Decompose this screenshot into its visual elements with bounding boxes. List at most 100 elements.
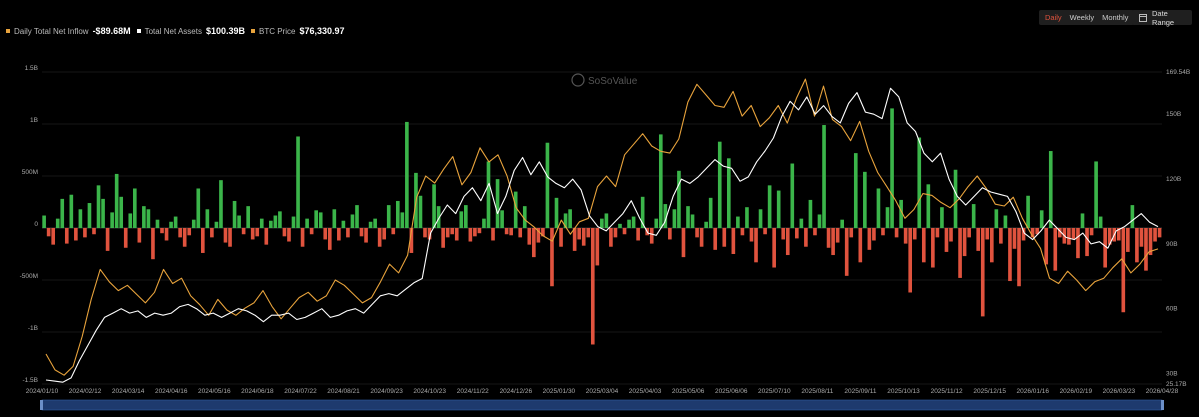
inflow-bar <box>228 228 232 247</box>
x-tick-label: 2024/09/23 <box>370 388 403 395</box>
inflow-bar <box>940 207 944 228</box>
x-tick-label: 2025/09/11 <box>844 388 876 395</box>
inflow-bar <box>427 228 432 240</box>
date-range-button[interactable]: Date Range <box>1132 9 1192 27</box>
inflow-bar <box>568 209 572 228</box>
inflow-bar <box>146 209 151 228</box>
inflow-bar <box>872 228 876 241</box>
navigator-track <box>41 399 1163 411</box>
inflow-bar <box>640 196 645 228</box>
inflow-bar <box>459 211 464 228</box>
legend-label: BTC Price <box>259 26 296 36</box>
inflow-bar <box>545 142 550 228</box>
inflow-bar <box>677 170 681 228</box>
inflow-bar <box>1089 228 1094 236</box>
range-navigator[interactable] <box>40 399 1164 411</box>
inflow-bar <box>935 228 940 238</box>
total-net-assets-line <box>45 87 1159 383</box>
inflow-bar <box>69 194 74 228</box>
inflow-bar <box>1058 228 1062 238</box>
inflow-bar <box>980 228 985 317</box>
inflow-bar <box>722 228 727 247</box>
inflow-bar <box>391 228 396 235</box>
navigator-handle-left <box>40 400 43 410</box>
inflow-bar <box>758 209 763 228</box>
inflow-bar <box>64 228 69 244</box>
inflow-bar <box>917 137 922 228</box>
inflow-bar <box>409 228 414 253</box>
inflow-bar <box>1130 205 1135 228</box>
inflow-bar <box>160 228 164 234</box>
inflow-bar <box>826 228 831 248</box>
inflow-bar <box>726 158 731 228</box>
inflow-bar <box>663 204 668 228</box>
legend-value: $100.39B <box>205 26 245 36</box>
inflow-bar <box>713 228 718 250</box>
inflow-bar <box>214 221 219 228</box>
inflow-bar <box>386 205 391 228</box>
inflow-bar <box>282 228 287 237</box>
legend-item-daily-inflow[interactable]: Daily Total Net Inflow -$89.68M <box>6 26 131 36</box>
inflow-bar <box>309 228 314 235</box>
inflow-bar <box>1148 228 1153 256</box>
inflow-bar <box>55 218 60 228</box>
inflow-bar <box>255 228 260 237</box>
tab-monthly[interactable]: Monthly <box>1102 13 1129 22</box>
tab-daily[interactable]: Daily <box>1045 13 1062 22</box>
inflow-bar <box>994 209 999 228</box>
inflow-bar <box>577 228 581 240</box>
inflow-bar <box>96 185 101 228</box>
y-left-tick-label: 0 <box>34 221 38 228</box>
inflow-bar <box>844 228 849 276</box>
y-right-tick-label: 25.17B <box>1166 381 1187 388</box>
inflow-bar <box>1144 228 1148 271</box>
inflow-bar <box>1076 228 1080 259</box>
inflow-bar <box>804 228 808 247</box>
inflow-bar <box>962 228 967 257</box>
inflow-bar <box>509 228 513 236</box>
legend-item-total-net-assets[interactable]: Total Net Assets $100.39B <box>136 26 245 36</box>
inflow-bar <box>495 179 500 228</box>
inflow-bar <box>1048 151 1053 228</box>
inflow-bar <box>1098 216 1103 228</box>
inflow-bar <box>772 228 776 268</box>
inflow-bar <box>835 228 840 243</box>
inflow-bar <box>232 200 237 228</box>
inflow-bar <box>201 228 205 253</box>
inflow-bar <box>42 215 46 228</box>
inflow-bar <box>491 228 495 241</box>
inflow-bar <box>259 218 264 228</box>
inflow-bar <box>736 216 740 228</box>
inflow-bar <box>876 188 881 228</box>
inflow-bar <box>269 220 273 228</box>
legend-item-btc-price[interactable]: BTC Price $76,330.97 <box>251 26 345 36</box>
inflow-bar <box>1017 228 1021 287</box>
inflow-bar <box>364 228 368 243</box>
inflow-bar <box>894 228 899 238</box>
inflow-bar <box>708 197 713 228</box>
inflow-bar <box>287 228 291 242</box>
y-axis-ticks: 1.5B 1B 500M 0 -500M -1B -1.5B 169.54B 150B 120B 9… <box>20 65 1191 388</box>
tab-weekly[interactable]: Weekly <box>1069 13 1095 22</box>
inflow-bar <box>776 190 781 228</box>
inflow-bar <box>985 228 990 240</box>
inflow-bar <box>464 205 468 228</box>
inflow-bar <box>513 191 518 228</box>
series-lines <box>45 78 1159 383</box>
inflow-bar <box>373 218 377 228</box>
inflow-bar <box>296 136 300 228</box>
inflow-bar <box>704 221 708 228</box>
inflow-bar <box>976 228 981 251</box>
inflow-bar <box>559 228 563 247</box>
inflow-bar <box>654 218 659 228</box>
inflow-bar <box>695 228 699 238</box>
inflow-bar <box>672 209 677 228</box>
inflow-bar <box>196 188 201 228</box>
inflow-bar <box>613 228 618 238</box>
inflow-bar <box>563 213 568 228</box>
inflow-bar <box>187 228 192 236</box>
inflow-bar <box>849 228 854 238</box>
inflow-bar <box>142 206 146 228</box>
inflow-bar <box>1008 228 1012 282</box>
